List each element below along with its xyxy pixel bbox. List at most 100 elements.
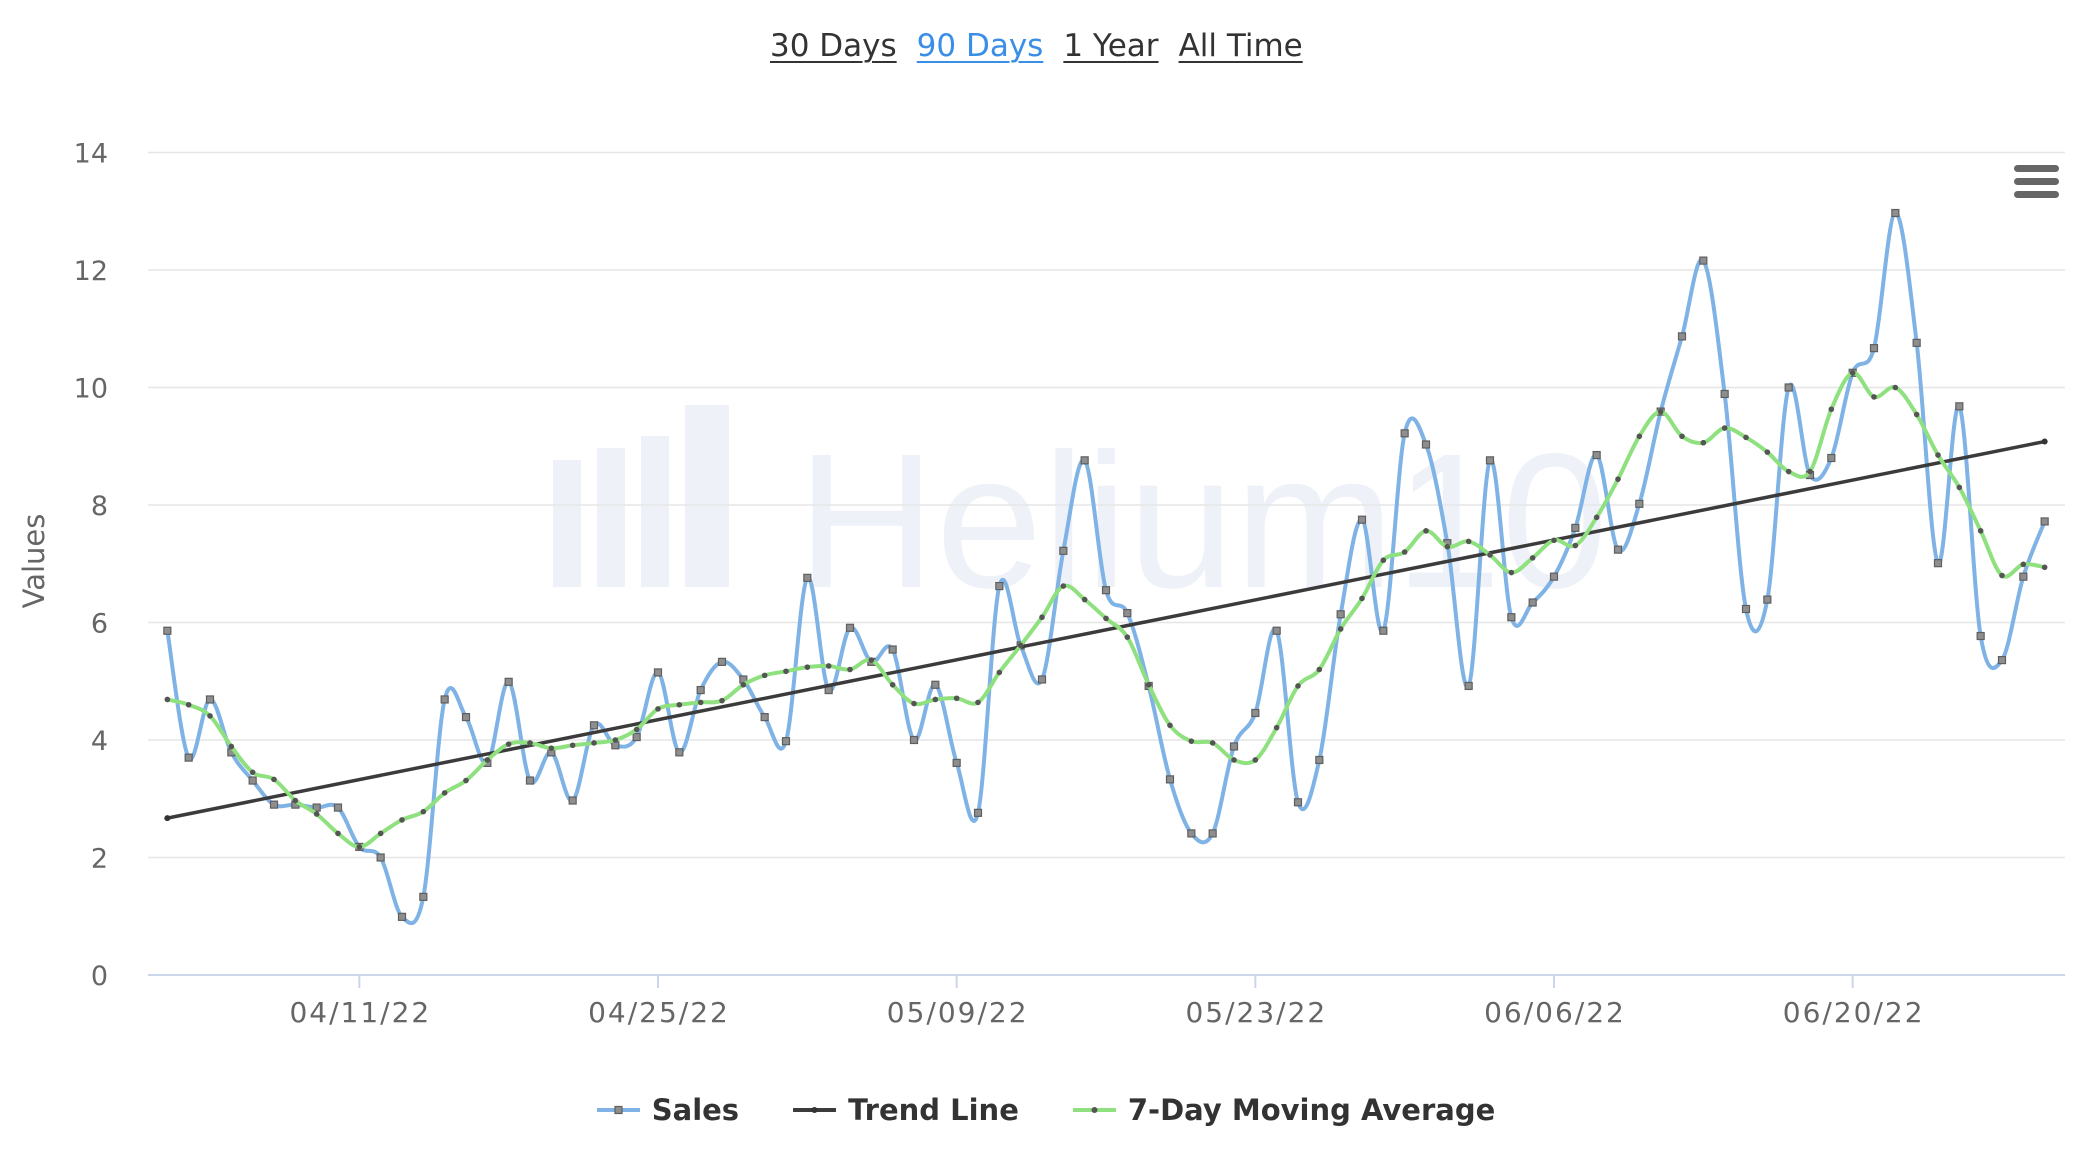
- range-button-1-year[interactable]: 1 Year: [1063, 24, 1158, 68]
- sales-point: [1677, 332, 1687, 341]
- moving-average-point: [932, 696, 939, 703]
- x-tick-label: 05/09/22: [887, 996, 1029, 1029]
- moving-average-point: [1593, 514, 1600, 521]
- moving-average-point: [420, 808, 427, 815]
- moving-average-point: [1743, 434, 1749, 441]
- moving-average-point: [1615, 476, 1621, 482]
- range-button-90-days[interactable]: 90 Days: [917, 24, 1044, 68]
- sales-point: [1549, 572, 1559, 581]
- legend-item-trend-line[interactable]: Trend Line: [793, 1090, 1019, 1130]
- x-tick-label: 06/06/22: [1484, 996, 1626, 1029]
- sales-point: [1293, 798, 1303, 807]
- sales-point: [781, 737, 791, 746]
- sales-point: [589, 721, 599, 730]
- range-button-30-days[interactable]: 30 Days: [770, 24, 897, 68]
- sales-point: [1123, 608, 1132, 618]
- moving-average-point: [975, 699, 981, 706]
- menu-bar: [2014, 191, 2059, 198]
- x-tick-label: 06/20/22: [1783, 996, 1925, 1029]
- hamburger-menu-icon[interactable]: [2014, 165, 2059, 198]
- moving-average-point: [633, 726, 640, 733]
- sales-point: [845, 623, 855, 632]
- legend-item-sales[interactable]: Sales: [596, 1090, 739, 1130]
- moving-average-point: [1316, 666, 1323, 673]
- sales-point: [1741, 604, 1751, 614]
- moving-average-point: [1359, 595, 1365, 602]
- sales-point: [1400, 429, 1409, 438]
- moving-average-point: [463, 777, 469, 784]
- sales-point: [1187, 829, 1196, 838]
- sales-point: [1165, 775, 1175, 784]
- sales-point: [931, 680, 940, 689]
- sales-point: [1080, 456, 1089, 465]
- moving-average-point: [569, 742, 576, 749]
- sales-point: [163, 626, 172, 635]
- y-tick-label: 8: [91, 491, 108, 522]
- moving-average-point: [249, 769, 256, 776]
- moving-average-point: [228, 743, 235, 750]
- moving-average-point: [1103, 615, 1109, 622]
- moving-average-point: [1273, 724, 1280, 731]
- moving-average-point: [1188, 738, 1195, 744]
- sales-point: [1763, 595, 1772, 604]
- sales-point: [1229, 742, 1239, 751]
- sales-point: [1912, 338, 1921, 347]
- sales-point: [909, 735, 919, 745]
- sales-point: [675, 748, 684, 757]
- moving-average-point: [804, 664, 811, 670]
- moving-average-point: [399, 817, 405, 823]
- x-tick-label: 05/23/22: [1185, 996, 1327, 1029]
- moving-average-point: [1252, 757, 1259, 763]
- moving-average-point: [335, 830, 341, 837]
- sales-point: [1485, 456, 1495, 465]
- moving-average-point: [825, 663, 832, 669]
- menu-bar: [2014, 165, 2059, 172]
- moving-average-point: [1871, 394, 1877, 400]
- moving-average-point: [377, 830, 384, 837]
- range-button-all-time[interactable]: All Time: [1179, 24, 1303, 68]
- x-tick-label: 04/25/22: [588, 996, 730, 1029]
- bar-chart-logo-icon: [553, 405, 729, 587]
- y-tick-label: 14: [74, 139, 108, 170]
- moving-average-point: [313, 811, 320, 817]
- moving-average-point: [1657, 408, 1664, 415]
- y-tick-label: 6: [91, 609, 108, 640]
- sales-point: [1613, 545, 1623, 554]
- legend-label-moving-average: 7-Day Moving Average: [1127, 1093, 1496, 1127]
- moving-average-point: [441, 790, 448, 796]
- y-axis-title: Values: [17, 514, 51, 609]
- sales-point: [1571, 523, 1580, 533]
- moving-average-point: [1508, 569, 1515, 576]
- sales-point: [1997, 655, 2007, 665]
- sales-point: [1592, 450, 1601, 460]
- sales-point: [248, 776, 257, 785]
- moving-average-point: [719, 697, 725, 704]
- moving-average-point: [1956, 484, 1963, 491]
- menu-bar: [2014, 178, 2059, 185]
- sales-point: [2019, 572, 2028, 581]
- sales-point: [397, 912, 407, 921]
- moving-average-point: [1807, 468, 1813, 475]
- sales-point: [1933, 559, 1943, 568]
- moving-average-point: [1337, 626, 1344, 632]
- sales-point: [1528, 598, 1537, 607]
- watermark-logo-bar: [641, 436, 669, 587]
- moving-average-point: [1764, 449, 1771, 455]
- moving-average-point: [505, 741, 512, 747]
- sales-point: [717, 657, 727, 666]
- trend-line-line: [165, 439, 2047, 820]
- moving-average-point: [676, 701, 683, 708]
- sales-point: [632, 732, 641, 742]
- moving-average-point: [847, 666, 853, 673]
- moving-average-point: [1828, 406, 1835, 413]
- legend-item-moving-average[interactable]: 7-Day Moving Average: [1072, 1090, 1496, 1130]
- moving-average-point: [356, 844, 363, 850]
- moving-average-point: [1039, 614, 1045, 621]
- sales-point: [1784, 383, 1793, 392]
- moving-average-point: [1465, 538, 1472, 545]
- x-tick-label: 04/11/22: [289, 996, 431, 1029]
- sales-point: [1720, 389, 1729, 399]
- sales-point: [1955, 402, 1964, 411]
- sales-point: [1869, 344, 1879, 353]
- sales-point: [419, 892, 428, 901]
